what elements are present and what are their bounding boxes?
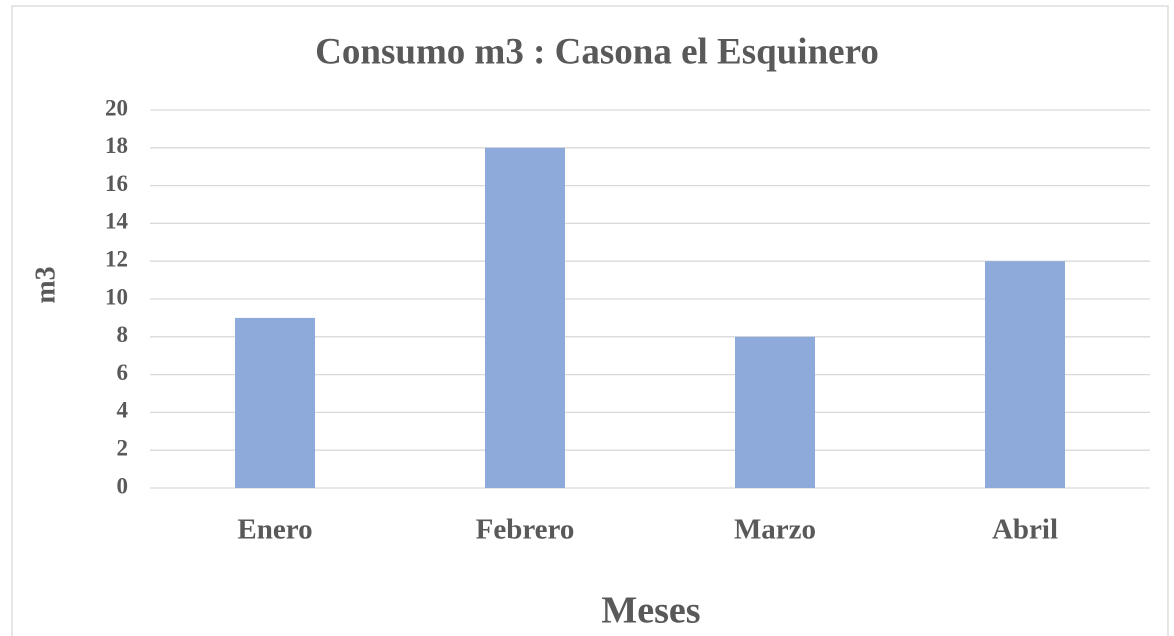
x-tick-label: Enero [237, 514, 312, 546]
x-tick-label: Abril [992, 514, 1058, 546]
chart-border [11, 5, 1169, 636]
y-tick-label: 12 [105, 246, 128, 271]
y-tick-label: 18 [105, 133, 128, 158]
y-tick-label: 0 [117, 473, 129, 498]
y-tick-label: 20 [105, 95, 128, 120]
x-tick-label: Febrero [476, 514, 575, 546]
y-tick-label: 2 [117, 435, 129, 460]
x-tick-label: Marzo [734, 514, 816, 546]
y-tick-label: 16 [105, 171, 128, 196]
y-tick-label: 8 [117, 322, 129, 347]
y-tick-label: 14 [105, 209, 129, 234]
y-tick-label: 4 [117, 398, 129, 423]
bar [985, 261, 1065, 488]
y-tick-label: 6 [117, 360, 129, 385]
bar [235, 317, 315, 488]
y-tick-label: 10 [105, 284, 128, 309]
bar [735, 336, 815, 488]
x-axis-label: Meses [601, 590, 700, 632]
bar [485, 147, 565, 489]
y-axis-label: m3 [30, 266, 61, 303]
chart-title: Consumo m3 : Casona el Esquinero [315, 31, 879, 72]
